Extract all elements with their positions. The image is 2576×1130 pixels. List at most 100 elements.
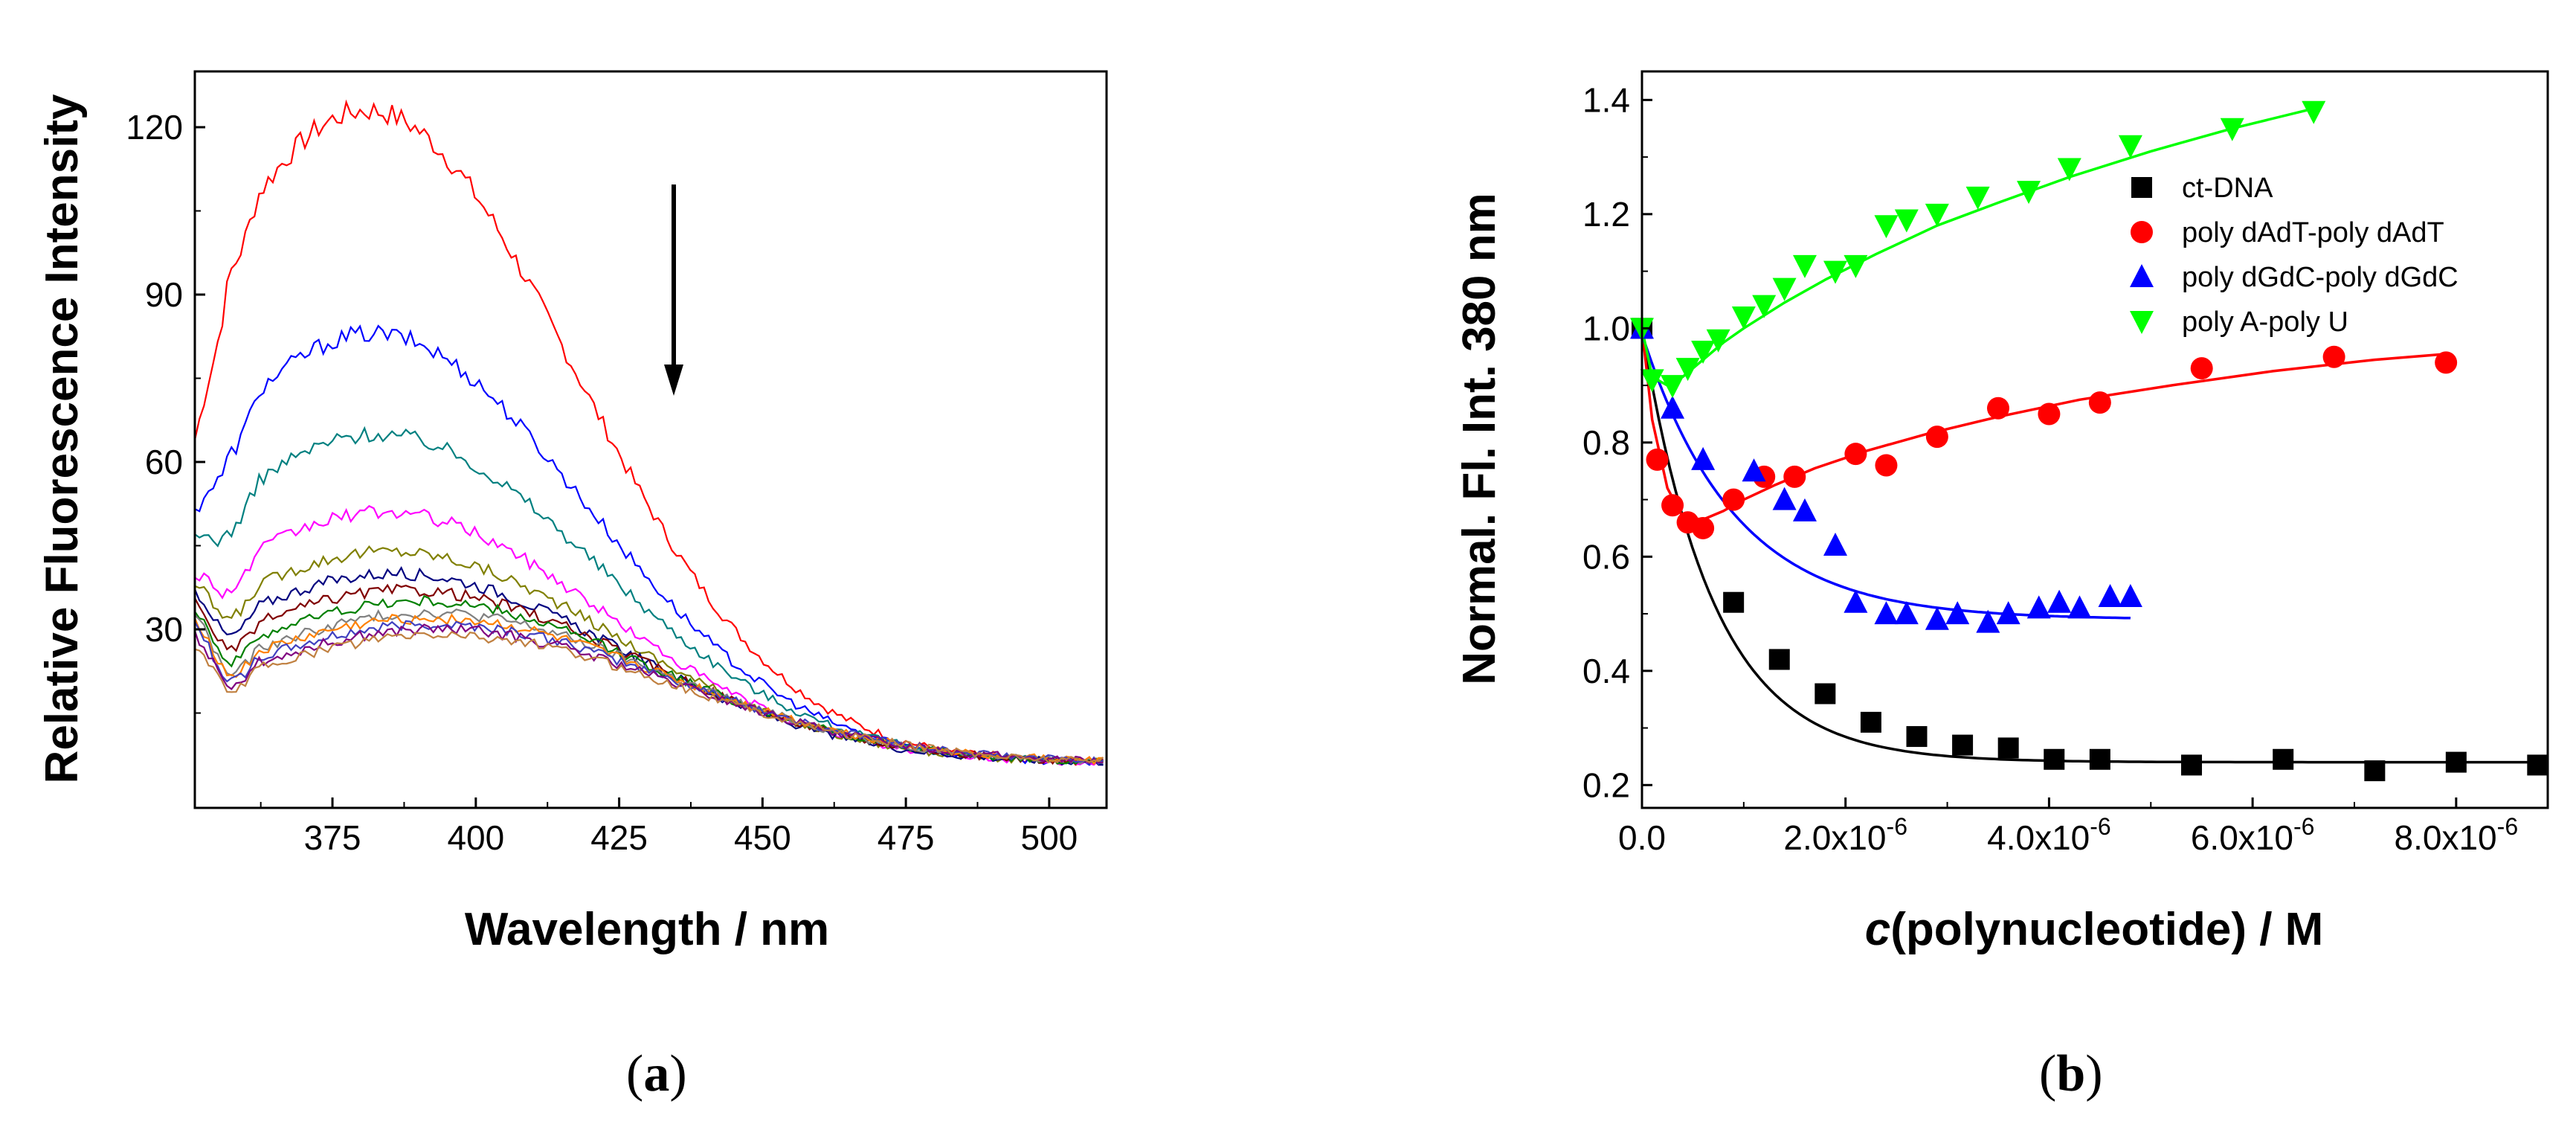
y-tick-label: 0.8 (1582, 423, 1630, 462)
data-point-triangle-up (1844, 589, 1868, 613)
panel-b-plot-frame (1640, 70, 2549, 809)
data-point-square (2181, 754, 2203, 776)
data-point-circle (1646, 448, 1669, 471)
data-point-circle (1844, 443, 1867, 466)
data-point-circle (1925, 426, 1948, 449)
data-point-square (1906, 726, 1928, 748)
data-point-triangle-up (2098, 584, 2122, 608)
data-point-triangle-down (1965, 186, 1990, 210)
y-tick-label: 1.4 (1582, 80, 1630, 119)
x-tick-label: 400 (447, 818, 504, 857)
data-point-square (2273, 748, 2294, 770)
data-point-triangle-up (1925, 606, 1949, 630)
data-point-circle (2322, 345, 2345, 368)
data-point-triangle-down (1675, 358, 1700, 382)
spectrum-line-13 (195, 631, 1104, 764)
panel-a-label-letter: a (643, 1045, 669, 1102)
panel-a-plot-frame (193, 70, 1108, 809)
x-tick-label: 425 (590, 818, 648, 857)
panel-b-x-axis-title: c(polynucleotide) / M (1865, 904, 2324, 955)
panel-b-y-ticks: 0.2 0.4 0.6 0.8 1.0 1.2 1.4 (1582, 80, 1652, 804)
panel-b-legend: ct-DNA poly dAdT-poly dAdT poly dGdC-poly … (2130, 173, 2459, 338)
legend-label: ct-DNA (2182, 173, 2273, 204)
panel-a-series-group (195, 99, 1104, 766)
data-point-triangle-down (1874, 215, 1899, 239)
y-tick-label: 120 (126, 108, 183, 147)
data-point-triangle-up (1661, 395, 1685, 419)
data-point-square (1815, 683, 1836, 704)
data-point-triangle-up (1976, 609, 2000, 633)
y-tick-label: 1.2 (1582, 195, 1630, 234)
data-point-square (2364, 760, 2386, 782)
data-point-triangle-down (2118, 135, 2142, 158)
data-point-square (1952, 734, 1974, 756)
x-tick-label: 6.0x10-6 (2191, 813, 2315, 857)
legend-marker-circle (2131, 221, 2153, 243)
x-tick-label: 450 (734, 818, 791, 857)
panel-b: 0.0 2.0x10-6 4.0x10-6 6.0x10-6 8.0x10-6 0.20… (1454, 70, 2549, 1102)
data-point-circle (2435, 351, 2458, 374)
data-point-square (2527, 754, 2548, 776)
x-tick-label: 375 (304, 818, 361, 857)
x-tick-label: 0.0 (1618, 818, 1666, 857)
data-point-triangle-down (2302, 100, 2326, 124)
panel-b-label: (b) (2039, 1045, 2103, 1102)
panel-a-label: (a) (626, 1045, 687, 1102)
data-point-square (2044, 748, 2065, 770)
x-tick-label: 2.0x10-6 (1783, 813, 1907, 857)
panel-a: 375 400 425 450 475 500 30 60 90 120 Wavelength … (36, 70, 1108, 1102)
data-point-triangle-down (1772, 277, 1797, 301)
data-point-triangle-down (2057, 158, 2081, 182)
panel-b-x-ticks: 0.0 2.0x10-6 4.0x10-6 6.0x10-6 8.0x10-6 (1618, 797, 2518, 857)
data-point-triangle-down (1706, 329, 1730, 353)
data-point-circle (1692, 516, 1715, 539)
data-point-triangle-up (2026, 595, 2051, 619)
panel-a-y-ticks: 30 60 90 120 (126, 108, 205, 714)
panel-a-y-axis-title: Relative Fluorescence Intensity (36, 94, 88, 783)
spectrum-line-1 (195, 99, 1104, 766)
data-point-triangle-down (2220, 118, 2244, 141)
panel-a-arrow-annotation (664, 184, 683, 396)
y-tick-label: 30 (145, 610, 183, 649)
panel-b-x-axis-title-rest: (polynucleotide) / M (1890, 904, 2323, 955)
down-arrow-icon (664, 365, 683, 396)
data-point-square (1860, 711, 1881, 733)
y-tick-label: 0.2 (1582, 765, 1630, 804)
panel-b-y-axis-title: Normal. Fl. Int. 380 nm (1454, 193, 1505, 684)
data-point-triangle-up (1894, 601, 1919, 625)
data-point-triangle-up (1691, 446, 1716, 470)
data-point-triangle-up (2118, 584, 2142, 608)
data-point-triangle-down (2017, 181, 2041, 205)
legend-marker-square (2131, 177, 2152, 198)
data-point-square (1768, 649, 1790, 670)
data-point-square (1997, 737, 2019, 759)
data-point-circle (1875, 454, 1898, 477)
data-point-triangle-down (1661, 375, 1685, 399)
data-point-triangle-up (1792, 498, 1817, 521)
y-tick-label: 0.4 (1582, 652, 1630, 690)
data-point-circle (1661, 494, 1684, 517)
legend-label: poly A-poly U (2182, 306, 2348, 338)
x-tick-label: 475 (878, 818, 935, 857)
y-tick-label: 60 (145, 443, 183, 481)
y-tick-label: 0.6 (1582, 537, 1630, 576)
data-point-triangle-down (1823, 260, 1848, 284)
data-point-square (1723, 591, 1745, 613)
data-point-circle (2088, 391, 2111, 414)
data-point-circle (1783, 465, 1806, 488)
data-point-triangle-down (1731, 306, 1756, 330)
data-point-triangle-down (1752, 295, 1777, 318)
data-point-circle (2190, 357, 2213, 380)
panel-a-x-axis-title: Wavelength / nm (465, 904, 829, 955)
x-tick-label: 4.0x10-6 (1987, 813, 2111, 857)
legend-label: poly dGdC-poly dGdC (2182, 262, 2459, 293)
panel-b-x-axis-title-italic: c (1865, 904, 1890, 955)
y-tick-label: 90 (145, 275, 183, 314)
data-point-square (2089, 748, 2110, 770)
legend-label: poly dAdT-poly dAdT (2182, 217, 2444, 248)
data-point-triangle-up (1996, 601, 2020, 625)
data-point-square (2445, 751, 2467, 773)
data-point-circle (1986, 397, 2009, 420)
data-point-circle (1722, 488, 1745, 511)
